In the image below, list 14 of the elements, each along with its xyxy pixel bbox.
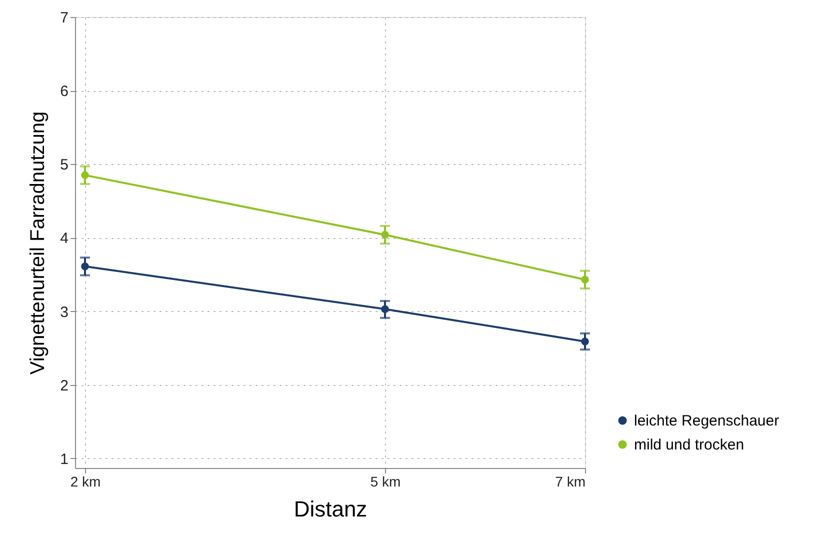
x-tick-label: 5 km — [370, 474, 401, 490]
y-tick-label: 2 — [60, 377, 68, 394]
x-tick-label: 2 km — [70, 474, 101, 490]
legend-label: mild und trocken — [634, 436, 744, 454]
legend-label: leichte Regenschauer — [634, 412, 780, 430]
y-tick-label: 6 — [60, 83, 68, 100]
y-tick-label: 7 — [60, 10, 68, 26]
y-tick-label: 1 — [60, 450, 68, 468]
y-tick-label: 4 — [60, 230, 68, 248]
y-tick-label: 3 — [60, 304, 68, 321]
x-tick-label: 7 km — [555, 474, 586, 490]
y-axis-title: Vignettenurteil Farradnutzung — [27, 111, 50, 375]
x-axis-title: Distanz — [294, 496, 368, 522]
y-tick-label: 5 — [60, 156, 68, 174]
